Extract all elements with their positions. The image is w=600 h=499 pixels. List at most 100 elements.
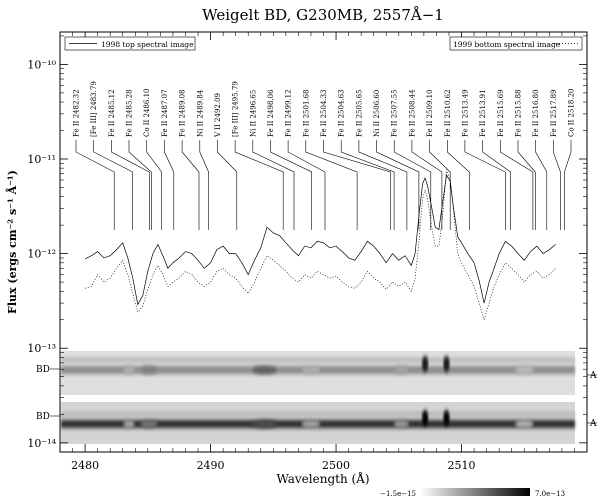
spectral-image-feature	[301, 366, 321, 374]
line-id-leader	[429, 140, 451, 230]
spectral-image-feature	[393, 420, 409, 428]
line-id-label: Fe II 2485.12	[108, 89, 116, 137]
line-id-leader	[500, 140, 534, 230]
line-id-label: Fe II 2485.28	[126, 89, 134, 137]
line-id-label: Fe II 2513.91	[479, 89, 487, 137]
spectral-image-trace-companion	[61, 412, 575, 416]
spectrum-lines	[84, 169, 556, 321]
strip-label-right-top: A	[589, 371, 597, 381]
series-line-1	[84, 169, 556, 321]
x-tick-label: 2480	[71, 459, 99, 472]
legend-left: 1998 top spectral image	[64, 36, 196, 51]
line-id-leader	[287, 140, 326, 230]
line-id-label: Fe II 2508.44	[408, 89, 416, 137]
spectral-image-feature	[514, 366, 534, 374]
spectral-image-feature	[123, 366, 135, 374]
colorbar-min-label: −1.5e−15	[380, 490, 416, 498]
line-id-label: Fe II 2515.69	[497, 89, 505, 137]
spectral-image-feature	[443, 356, 450, 372]
legend-left-box	[64, 36, 196, 51]
line-id-leader	[199, 140, 209, 230]
y-tick-label: 10⁻¹⁰	[27, 58, 56, 71]
spectral-image-trace-companion	[61, 358, 575, 362]
line-id-leader	[146, 140, 162, 230]
x-axis-label: Wavelength (Å)	[276, 471, 369, 486]
line-id-label: Fe II 2501.68	[302, 89, 310, 137]
line-id-leader	[340, 140, 395, 230]
y-tick-label: 10⁻¹⁴	[27, 437, 56, 450]
line-id-leader	[111, 140, 150, 230]
line-id-leader	[535, 140, 548, 230]
y-tick-label: 10⁻¹²	[27, 248, 56, 261]
line-id-leader	[181, 140, 200, 230]
line-id-leader	[358, 140, 408, 230]
line-id-leader	[517, 140, 536, 230]
spectral-image-feature	[301, 420, 321, 428]
line-id-label: [Fe III] 2483.79	[90, 81, 98, 137]
line-id-leader	[376, 140, 420, 230]
line-id-label: Fe II 2517.89	[550, 89, 558, 137]
spectral-image-feature	[140, 420, 158, 428]
series-line-0	[84, 173, 556, 306]
line-id-leader	[252, 140, 295, 230]
spectral-image-feature	[421, 356, 429, 372]
line-id-label: Fe II 2510.62	[444, 89, 452, 137]
colorbar	[420, 488, 530, 496]
spectral-images	[61, 351, 575, 444]
line-id-leader	[128, 140, 152, 230]
line-id-label: Fe II 2515.88	[515, 89, 523, 137]
axes: 2480 2490 2500 2510 10⁻¹⁰ 10⁻¹¹ 10⁻¹² 10⁻¹³ 10⁻¹…	[27, 32, 587, 472]
line-id-label: Fe II 2507.55	[391, 89, 399, 137]
y-tick-label: 10⁻¹¹	[27, 153, 56, 166]
line-id-leader	[393, 140, 432, 230]
line-id-label: Fe II 2489.08	[179, 89, 187, 137]
y-axis-label: Flux (ergs cm⁻² s⁻¹ Å⁻¹)	[5, 170, 19, 314]
chart-title: Weigelt BD, G230MB, 2557Å−1	[202, 6, 444, 24]
spectral-image-feature	[421, 410, 429, 426]
x-tick-label: 2500	[322, 459, 350, 472]
line-id-label: Fe II 2499.12	[285, 89, 293, 137]
line-id-leader	[305, 140, 358, 230]
spectral-image-feature	[514, 420, 534, 428]
line-id-label: Co II 2518.20	[568, 89, 576, 138]
line-id-label: [Fe III] 2495.79	[232, 81, 240, 137]
spectral-image-feature	[251, 420, 278, 428]
spectral-image-feature	[251, 366, 278, 374]
line-id-label: Fe II 2504.33	[320, 89, 328, 137]
legend-right-label: 1999 bottom spectral image	[453, 40, 561, 49]
line-id-label: Fe II 2487.07	[161, 89, 169, 137]
colorbar-max-label: 7.0e−13	[535, 490, 565, 498]
line-id-leader	[411, 140, 443, 230]
spectral-image-feature	[393, 366, 409, 374]
line-id-label: Co II 2486.10	[143, 89, 151, 138]
line-id-leader	[217, 140, 238, 230]
line-id-leader	[464, 140, 506, 230]
line-identifications: Fe II 2482.32 [Fe III] 2483.79 Fe II 2485.…	[73, 81, 576, 230]
line-id-leader	[270, 140, 312, 230]
legend-left-label: 1998 top spectral image	[101, 40, 194, 49]
strip-label-left-top: BD	[36, 365, 50, 375]
line-id-label: Fe II 2504.63	[338, 89, 346, 137]
line-id-label: Fe II 2482.32	[73, 89, 81, 137]
line-id-label: Fe II 2498.06	[267, 89, 275, 137]
legend-right-box	[449, 36, 583, 51]
spectral-image-feature	[123, 420, 135, 428]
line-id-label: Fe II 2505.65	[355, 89, 363, 137]
line-id-leader	[75, 140, 115, 230]
line-id-label: V II 2492.09	[214, 93, 222, 138]
line-id-leader	[447, 140, 470, 230]
spectral-image-feature	[140, 366, 158, 374]
line-id-leader	[482, 140, 511, 230]
spectral-image-feature	[443, 410, 450, 426]
strip-label-right-bottom: A	[589, 419, 597, 429]
line-id-leader	[93, 140, 133, 230]
line-id-label: Fe II 2509.10	[426, 89, 434, 137]
line-id-label: Ni II 2496.65	[249, 90, 257, 137]
line-id-label: Fe II 2516.80	[532, 89, 540, 137]
line-id-leader	[553, 140, 561, 230]
line-id-label: Fe II 2513.49	[461, 89, 469, 137]
line-id-label: Ni II 2489.84	[196, 89, 204, 137]
line-id-label: Ni II 2506.60	[373, 90, 381, 137]
y-tick-label: 10⁻¹³	[27, 342, 56, 355]
